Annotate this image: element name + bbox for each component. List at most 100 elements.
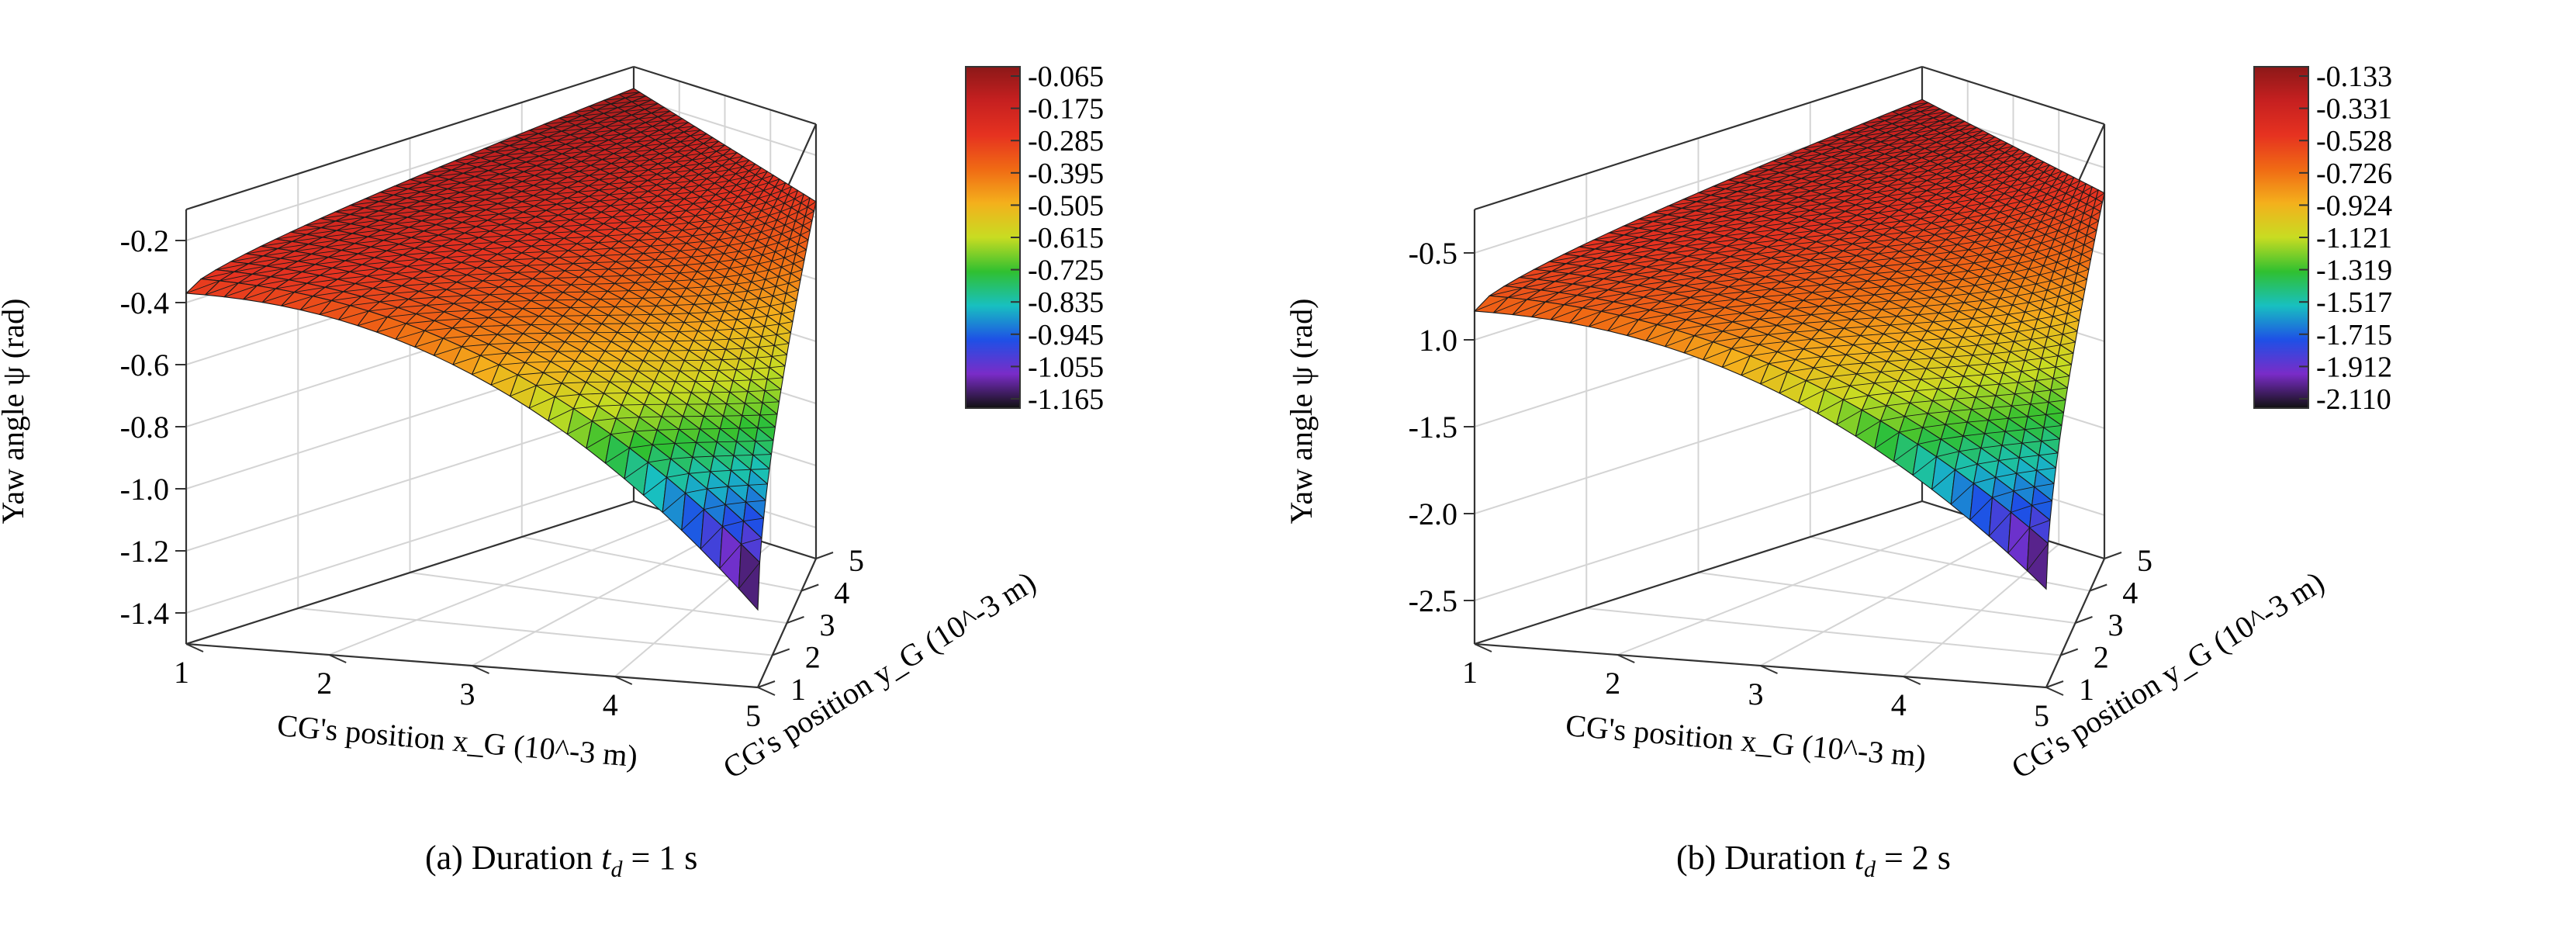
mesh-diagonal (800, 197, 811, 204)
mesh-diagonal (1963, 192, 1980, 196)
mesh-diagonal (659, 205, 677, 208)
mesh-diagonal (306, 230, 337, 235)
mesh-diagonal (1697, 235, 1725, 240)
mesh-diagonal (1932, 398, 1955, 401)
mesh-diagonal (1755, 281, 1782, 285)
mesh-diagonal (2054, 192, 2066, 199)
mesh-diagonal (1814, 168, 1838, 173)
mesh-diagonal (2018, 380, 2037, 383)
mesh-diagonal (1836, 288, 1860, 292)
mesh-diagonal (1854, 151, 1876, 154)
mesh-diagonal (588, 183, 610, 186)
mesh-diagonal (707, 253, 724, 256)
mesh-diagonal (401, 283, 430, 286)
mesh-diagonal (379, 188, 409, 193)
mesh-diagonal (544, 121, 568, 125)
mesh-diagonal (472, 203, 498, 206)
mesh-diagonal (1655, 285, 1685, 290)
mesh-diagonal (1897, 144, 1917, 149)
mesh-diagonal (2020, 283, 2036, 288)
mesh-diagonal (470, 334, 498, 337)
mesh-diagonal (2022, 251, 2038, 255)
mesh-diagonal (666, 131, 684, 135)
mesh-diagonal (1967, 420, 1989, 423)
mesh-diagonal (1695, 216, 1723, 221)
mesh-diagonal (1876, 147, 1897, 152)
mesh-diagonal (447, 196, 473, 199)
mesh-diagonal (1920, 108, 1941, 112)
mesh-diagonal (777, 194, 789, 199)
mesh-diagonal (1991, 143, 2007, 147)
mesh-diagonal (1679, 270, 1707, 275)
mesh-diagonal (1786, 314, 1811, 317)
mesh-diagonal (394, 220, 422, 224)
mesh-diagonal (2088, 220, 2099, 227)
mesh-diagonal (1799, 184, 1824, 189)
mesh-diagonal (1927, 198, 1946, 202)
y-tick-mark (815, 552, 834, 559)
mesh-diagonal (1975, 395, 1996, 398)
mesh-diagonal (707, 154, 724, 158)
mesh-diagonal (679, 215, 696, 218)
mesh-diagonal (1667, 277, 1696, 282)
mesh-diagonal (700, 151, 717, 154)
mesh-diagonal (719, 544, 742, 569)
mesh-diagonal (1948, 327, 1968, 330)
mesh-diagonal (657, 428, 679, 431)
mesh-diagonal (1860, 334, 1884, 337)
mesh-diagonal (379, 216, 408, 221)
mesh-diagonal (763, 186, 776, 191)
mesh-diagonal (724, 309, 741, 312)
mesh-diagonal (682, 227, 700, 231)
mesh-diagonal (350, 201, 379, 206)
mesh-diagonal (1939, 213, 1958, 217)
mesh-diagonal (728, 484, 749, 487)
mesh-diagonal (1819, 304, 1844, 307)
mesh-diagonal (1878, 209, 1900, 213)
surface-mesh (185, 88, 817, 611)
mesh-diagonal (2011, 182, 2025, 187)
colorbar-label: -1.165 (1028, 383, 1104, 416)
x-tick-label: 4 (1891, 687, 1907, 722)
mesh-diagonal (315, 260, 346, 265)
mesh-diagonal (2079, 195, 2090, 201)
colorbar-label: -0.285 (1028, 125, 1104, 157)
mesh-diagonal (1947, 365, 1969, 368)
mesh-diagonal (548, 408, 574, 421)
y-tick-mark (2089, 583, 2107, 592)
mesh-diagonal (1847, 169, 1870, 173)
mesh-diagonal (185, 280, 220, 294)
mesh-diagonal (731, 469, 751, 471)
mesh-diagonal (1835, 310, 1859, 313)
mesh-diagonal (1820, 354, 1847, 358)
mesh-diagonal (1956, 285, 1975, 288)
mesh-diagonal (758, 194, 771, 199)
mesh-diagonal (547, 134, 571, 138)
mesh-diagonal (745, 500, 766, 503)
mesh-diagonal (1903, 230, 1924, 234)
mesh-diagonal (743, 517, 764, 522)
mesh-diagonal (1905, 147, 1925, 152)
mesh-diagonal (1992, 351, 2011, 355)
mesh-diagonal (1881, 285, 1903, 288)
mesh-diagonal (2044, 296, 2059, 300)
mesh-diagonal (1996, 249, 2013, 253)
mesh-diagonal (1694, 331, 1723, 337)
mesh-diagonal (1787, 367, 1814, 372)
mesh-diagonal (1816, 239, 1840, 243)
y-tick-mark (2075, 616, 2093, 624)
mesh-diagonal (765, 220, 777, 224)
mesh-diagonal (1777, 348, 1804, 352)
mesh-diagonal (1936, 451, 1959, 458)
mesh-diagonal (313, 291, 344, 297)
mesh-diagonal (743, 185, 757, 190)
mesh-diagonal (1923, 227, 1942, 230)
mesh-diagonal (1817, 138, 1841, 143)
mesh-diagonal (1892, 120, 1914, 124)
mesh-diagonal (596, 107, 618, 111)
mesh-diagonal (497, 201, 522, 204)
mesh-diagonal (752, 223, 766, 227)
mesh-diagonal (744, 263, 759, 267)
mesh-diagonal (630, 202, 649, 205)
mesh-diagonal (1795, 356, 1821, 360)
